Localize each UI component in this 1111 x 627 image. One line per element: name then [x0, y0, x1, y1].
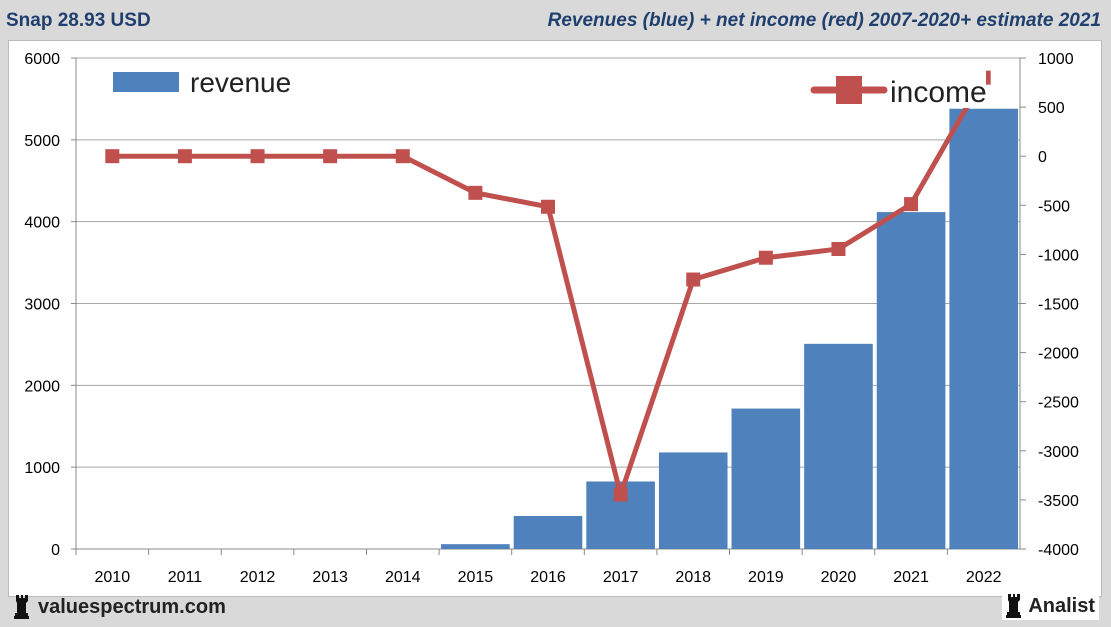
x-tick-label: 2010 [95, 569, 131, 586]
right-tick-label: -2000 [1038, 346, 1079, 363]
income-marker [395, 149, 410, 164]
footer-brand: valuespectrum.com [14, 595, 226, 619]
revenue-bar [441, 544, 510, 549]
left-tick-label: 2000 [24, 378, 60, 395]
legend-revenue-swatch [113, 72, 179, 92]
x-tick-label: 2022 [966, 569, 1002, 586]
revenue-bar [658, 452, 728, 549]
income-marker [831, 241, 846, 256]
x-tick-label: 2011 [168, 569, 203, 586]
right-tick-label: -2500 [1038, 395, 1079, 412]
rook-icon [14, 595, 29, 619]
x-tick-label: 2021 [893, 569, 929, 586]
left-tick-label: 0 [51, 542, 60, 559]
left-tick-label: 3000 [24, 297, 60, 314]
right-tick-label: 1000 [1038, 51, 1074, 68]
right-tick-label: -3000 [1038, 444, 1079, 461]
x-tick-label: 2012 [240, 569, 276, 586]
income-marker [105, 149, 120, 164]
income-marker [323, 149, 338, 164]
income-marker [686, 272, 701, 287]
revenue-bar [876, 212, 946, 549]
income-marker [541, 199, 555, 214]
footer-analist: Analist [1002, 592, 1099, 620]
footer-site: valuespectrum.com [38, 595, 226, 618]
revenue-bar [513, 515, 583, 549]
revenue-bar [804, 343, 873, 549]
income-marker [904, 197, 919, 212]
x-tick-label: 2017 [603, 569, 639, 586]
right-tick-label: -4000 [1038, 542, 1079, 559]
right-tick-label: 500 [1038, 100, 1065, 117]
left-tick-label: 5000 [24, 133, 60, 150]
chart-title-left: Snap 28.93 USD [6, 10, 151, 31]
right-tick-label: -3500 [1038, 493, 1079, 510]
x-tick-label: 2019 [748, 569, 784, 586]
left-tick-label: 1000 [24, 460, 60, 477]
right-tick-label: -1500 [1038, 297, 1079, 314]
right-tick-label: -1000 [1038, 247, 1079, 264]
right-tick-label: -500 [1038, 198, 1070, 215]
x-tick-label: 2020 [821, 569, 857, 586]
income-marker [250, 149, 265, 164]
footer-analist-label: Analist [1028, 594, 1095, 617]
x-tick-label: 2014 [385, 569, 421, 586]
chart-title-right: Revenues (blue) + net income (red) 2007-… [547, 10, 1101, 31]
income-marker [468, 185, 483, 200]
revenue-bar [949, 108, 1018, 549]
legend-revenue-label: revenue [190, 67, 291, 98]
x-tick-label: 2013 [312, 569, 348, 586]
income-marker [758, 250, 773, 265]
left-tick-label: 6000 [24, 51, 60, 68]
revenue-bar [731, 408, 801, 549]
x-tick-label: 2015 [458, 569, 494, 586]
legend-income-label: income [890, 76, 987, 109]
rook-icon [1006, 594, 1022, 618]
income-marker [613, 487, 628, 502]
x-tick-label: 2016 [530, 569, 566, 586]
left-tick-label: 4000 [24, 215, 60, 232]
x-tick-label: 2018 [675, 569, 711, 586]
income-marker [177, 149, 192, 164]
legend-income-marker [836, 76, 862, 104]
right-tick-label: 0 [1038, 149, 1047, 166]
